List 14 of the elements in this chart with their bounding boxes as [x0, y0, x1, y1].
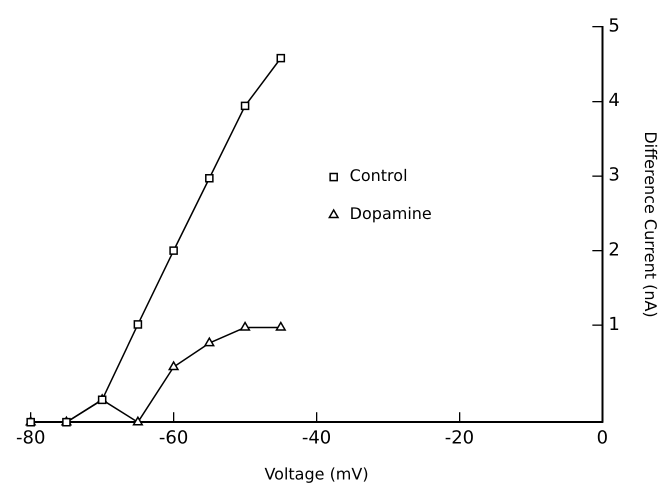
x-tick-label: -20 [444, 428, 474, 449]
x-tick-label: -40 [302, 428, 332, 449]
legend-label: Control [350, 166, 408, 186]
legend-label: Dopamine [350, 204, 432, 224]
x-tick-label: 0 [596, 428, 608, 449]
y-tick-label: 4 [608, 90, 620, 112]
y-tick-label: 3 [608, 164, 620, 186]
x-tick-label: -80 [16, 428, 46, 449]
x-axis-title: Voltage (mV) [264, 464, 369, 484]
y-tick-label: 2 [608, 239, 620, 260]
y-tick-label: 5 [608, 15, 620, 36]
y-axis-title: Difference Current (nA) [641, 131, 660, 318]
y-tick-label: 1 [608, 314, 620, 335]
x-tick-label: -60 [158, 428, 188, 449]
